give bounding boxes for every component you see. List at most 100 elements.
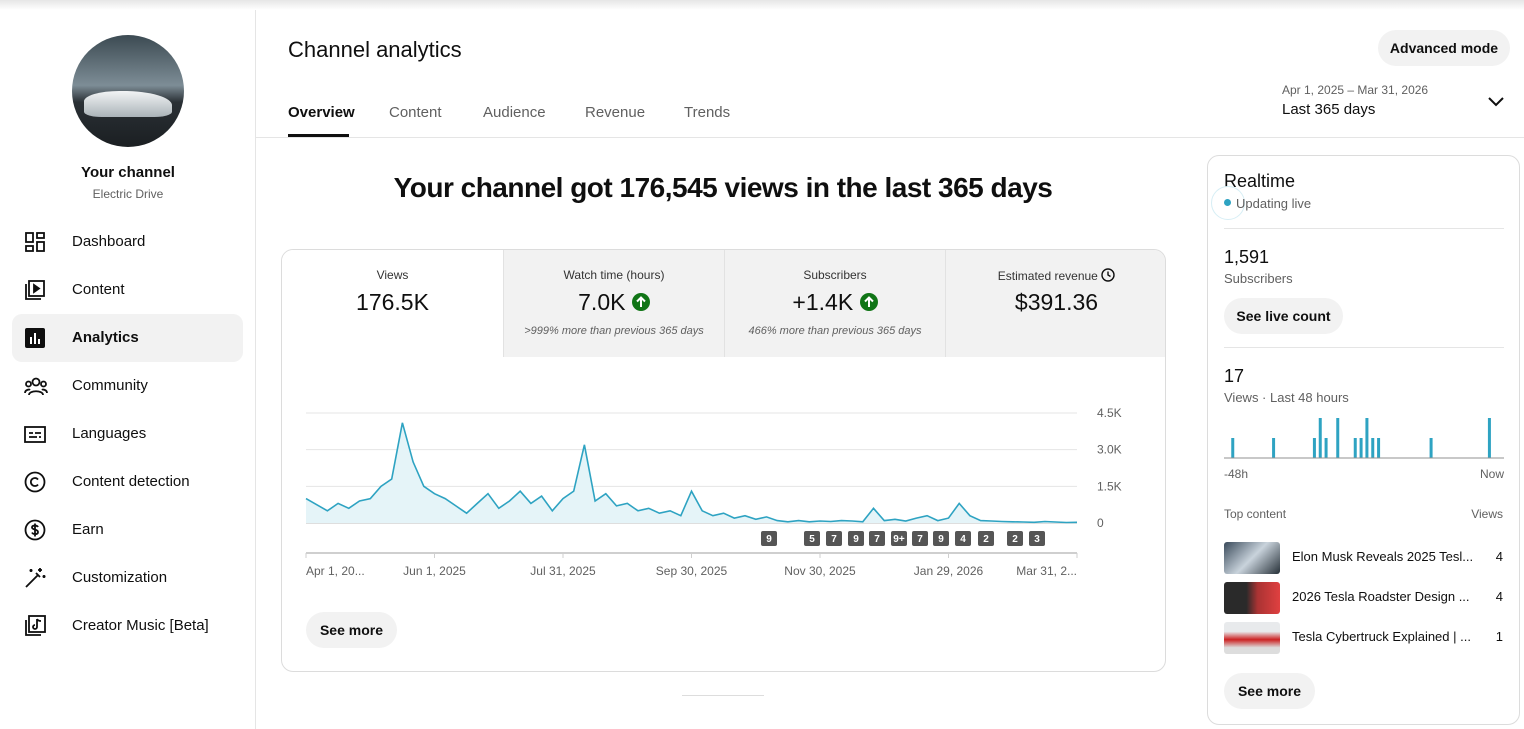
bar xyxy=(1359,438,1363,458)
annotation-marker xyxy=(933,531,949,546)
y-tick-label: 3.0K xyxy=(1097,443,1122,457)
annotation-label: 5 xyxy=(809,534,815,545)
bar xyxy=(1365,418,1369,458)
metric-label: Subscribers xyxy=(803,268,867,282)
see-more-button[interactable]: See more xyxy=(1224,673,1315,709)
metric-tile[interactable]: Subscribers +1.4K 466% more than previou… xyxy=(724,250,945,357)
annotation-label: 7 xyxy=(874,534,880,545)
divider xyxy=(1224,347,1504,348)
scroll-hint xyxy=(682,695,764,696)
nav-item[interactable]: Languages xyxy=(12,410,243,458)
metric-label: Watch time (hours) xyxy=(563,268,665,282)
nav-item[interactable]: Content xyxy=(12,266,243,314)
date-range[interactable]: Apr 1, 2025 – Mar 31, 2026 xyxy=(1282,83,1429,97)
up-icon xyxy=(859,293,878,311)
nav-label: Creator Music [Beta] xyxy=(72,617,209,634)
metric-value: $391.36 xyxy=(1014,289,1099,315)
realtime-title: Realtime xyxy=(1224,171,1296,191)
annotation-marker xyxy=(978,531,994,546)
annotation-label: 2 xyxy=(983,534,989,545)
content-title[interactable]: Elon Musk Reveals 2025 Tesl... xyxy=(1292,549,1474,564)
tab[interactable]: Trends xyxy=(684,104,731,121)
tab[interactable]: Revenue xyxy=(585,104,646,121)
annotation-label: 4 xyxy=(960,534,966,545)
date-dropdown-chevron[interactable] xyxy=(1487,95,1505,109)
metric-value: +1.4K xyxy=(725,289,945,316)
annotation-label: 2 xyxy=(1012,534,1018,545)
content-title[interactable]: Tesla Cybertruck Explained | ... xyxy=(1292,629,1471,644)
bar xyxy=(1272,438,1276,458)
x-tick-label: Nov 30, 2025 xyxy=(784,564,856,578)
page-title: Channel analytics xyxy=(288,37,462,62)
metric-note: 466% more than previous 365 days xyxy=(748,325,922,337)
advanced-mode-button[interactable]: Advanced mode xyxy=(1378,30,1510,66)
nav-label: Dashboard xyxy=(72,233,146,250)
bar xyxy=(1353,438,1357,458)
sidebar xyxy=(0,10,256,729)
x-tick-label: Mar 31, 2... xyxy=(1016,564,1077,578)
top-bar xyxy=(0,0,1524,10)
x-tick-label: Jun 1, 2025 xyxy=(403,564,466,578)
live-dot xyxy=(1224,199,1231,206)
nav-item[interactable]: Analytics xyxy=(12,314,243,362)
annotation-label: 7 xyxy=(831,534,837,545)
channel-name: Your channel xyxy=(81,164,175,181)
overview-card: Views 176.5K Watch time (hours) 7.0K >99… xyxy=(281,249,1166,672)
content-title[interactable]: 2026 Tesla Roadster Design ... xyxy=(1292,589,1470,604)
annotation-label: 9+ xyxy=(893,534,905,545)
annotation-label: 3 xyxy=(1034,534,1040,545)
content-views: 4 xyxy=(1495,549,1503,564)
tab[interactable]: Content xyxy=(389,104,442,121)
thumbnail[interactable] xyxy=(1224,542,1280,574)
views-line xyxy=(305,422,1078,524)
date-period[interactable]: Last 365 days xyxy=(1282,101,1376,118)
y-tick-label: 4.5K xyxy=(1097,406,1122,420)
nav-item[interactable]: Customization xyxy=(12,554,243,602)
annotation-marker xyxy=(955,531,971,546)
realtime-views: 17 xyxy=(1224,366,1245,386)
bar xyxy=(1231,438,1235,458)
metric-tile[interactable]: Views 176.5K xyxy=(282,250,503,357)
nav-item[interactable]: Content detection xyxy=(12,458,243,506)
metric-value-text: +1.4K xyxy=(792,289,854,315)
bar xyxy=(1429,438,1433,458)
annotation-marker xyxy=(761,531,777,546)
nav-item[interactable]: Dashboard xyxy=(12,218,243,266)
channel-avatar[interactable] xyxy=(72,35,184,147)
metric-label: Views xyxy=(376,268,409,282)
nav-item[interactable]: Community xyxy=(12,362,243,410)
bar xyxy=(1377,438,1381,458)
x-tick-label: Apr 1, 20... xyxy=(306,564,365,578)
nav-item[interactable]: Creator Music [Beta] xyxy=(12,602,243,650)
see-live-count-button[interactable]: See live count xyxy=(1224,298,1343,334)
bar xyxy=(1371,438,1375,458)
nav-label: Earn xyxy=(72,521,104,538)
top-content-header: Top content xyxy=(1224,507,1287,521)
annotation-marker xyxy=(891,531,907,546)
divider xyxy=(1224,228,1504,229)
divider xyxy=(256,137,1524,138)
metric-tile[interactable]: Estimated revenue $391.36 xyxy=(945,250,1165,357)
views-header: Views xyxy=(1471,507,1503,521)
metric-tile[interactable]: Watch time (hours) 7.0K >999% more than … xyxy=(503,250,724,357)
thumbnail[interactable] xyxy=(1224,582,1280,614)
metric-note: >999% more than previous 365 days xyxy=(524,325,704,337)
see-more-button[interactable]: See more xyxy=(306,612,397,648)
tab[interactable]: Overview xyxy=(288,104,355,121)
x-tick-label: Now xyxy=(1480,467,1504,481)
metric-value: 7.0K xyxy=(504,289,724,316)
content-views: 1 xyxy=(1495,629,1503,644)
nav-label: Languages xyxy=(72,425,147,442)
annotation-marker xyxy=(848,531,864,546)
annotation-label: 9 xyxy=(853,534,859,545)
up-icon xyxy=(631,293,650,311)
annotation-label: 7 xyxy=(917,534,923,545)
realtime-subscribers: 1,591 xyxy=(1224,247,1270,267)
clock-icon xyxy=(1101,268,1115,282)
tab[interactable]: Audience xyxy=(483,104,546,121)
nav-item[interactable]: Earn xyxy=(12,506,243,554)
subscribers-label: Subscribers xyxy=(1224,271,1293,286)
thumbnail[interactable] xyxy=(1224,622,1280,654)
realtime-chart: -48h Now xyxy=(1224,418,1504,481)
